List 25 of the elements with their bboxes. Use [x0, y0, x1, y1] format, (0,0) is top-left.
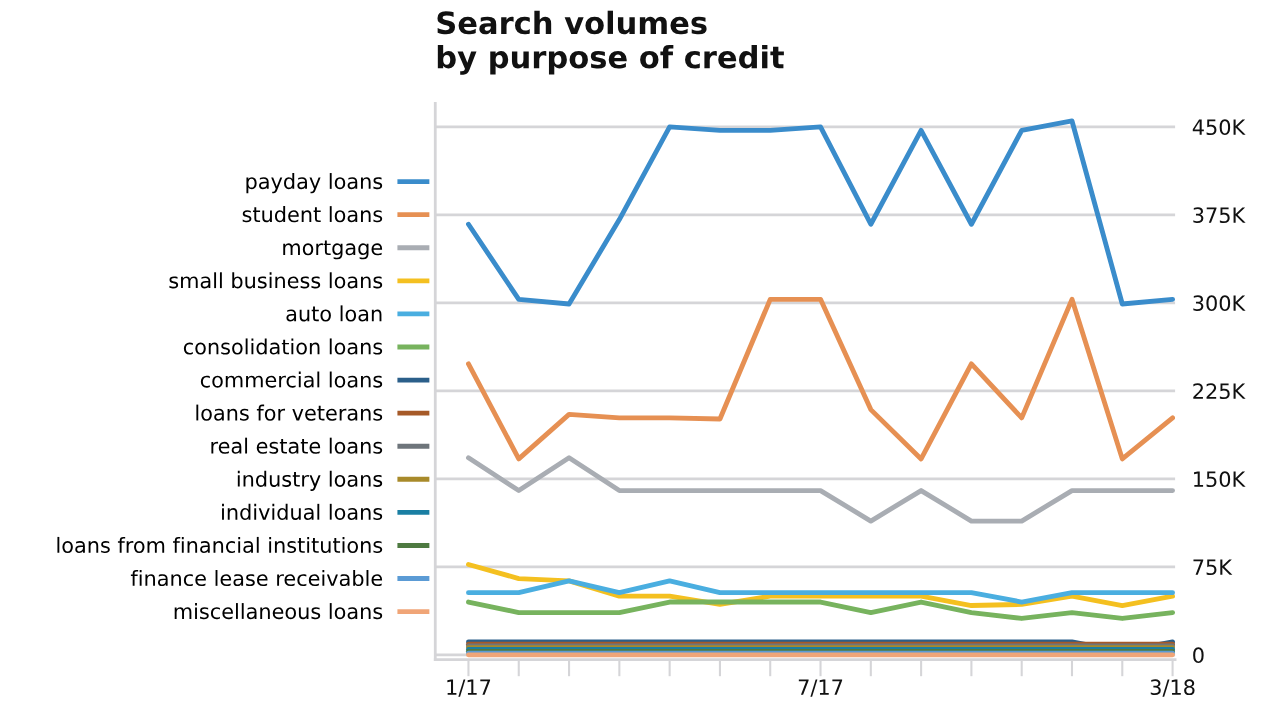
- legend-label: mortgage: [283, 240, 383, 260]
- y-tick-label: 75K: [1193, 559, 1233, 576]
- x-tick-label: 7/17: [798, 679, 843, 697]
- y-tick-label: 300K: [1193, 295, 1246, 312]
- legend-label: small business loans: [169, 272, 383, 289]
- y-tick-label: 375K: [1193, 207, 1246, 224]
- x-tick-label: 3/18: [1150, 679, 1195, 697]
- legend-label: finance lease receivable: [130, 569, 383, 587]
- y-tick-label: 0: [1193, 647, 1204, 664]
- legend-label: student loans: [242, 206, 383, 223]
- legend-label: consolidation loans: [183, 338, 383, 355]
- chart-title: Search volumes by purpose of credit: [437, 10, 784, 75]
- y-tick-label: 225K: [1193, 383, 1246, 400]
- legend-label: individual loans: [222, 503, 383, 520]
- y-tick-label: 450K: [1192, 119, 1246, 136]
- legend-label: commercial loans: [200, 371, 383, 388]
- legend-label: payday loans: [246, 173, 383, 194]
- legend-label: loans from financial institutions: [57, 536, 383, 554]
- x-tick-label: 1/17: [447, 679, 491, 697]
- legend-label: miscellaneous loans: [174, 603, 383, 620]
- y-tick-label: 150K: [1194, 471, 1246, 488]
- legend-label: industry loans: [237, 470, 383, 491]
- legend-label: auto loan: [286, 305, 382, 322]
- legend-label: real estate loans: [211, 437, 383, 454]
- legend-label: loans for veterans: [196, 404, 383, 421]
